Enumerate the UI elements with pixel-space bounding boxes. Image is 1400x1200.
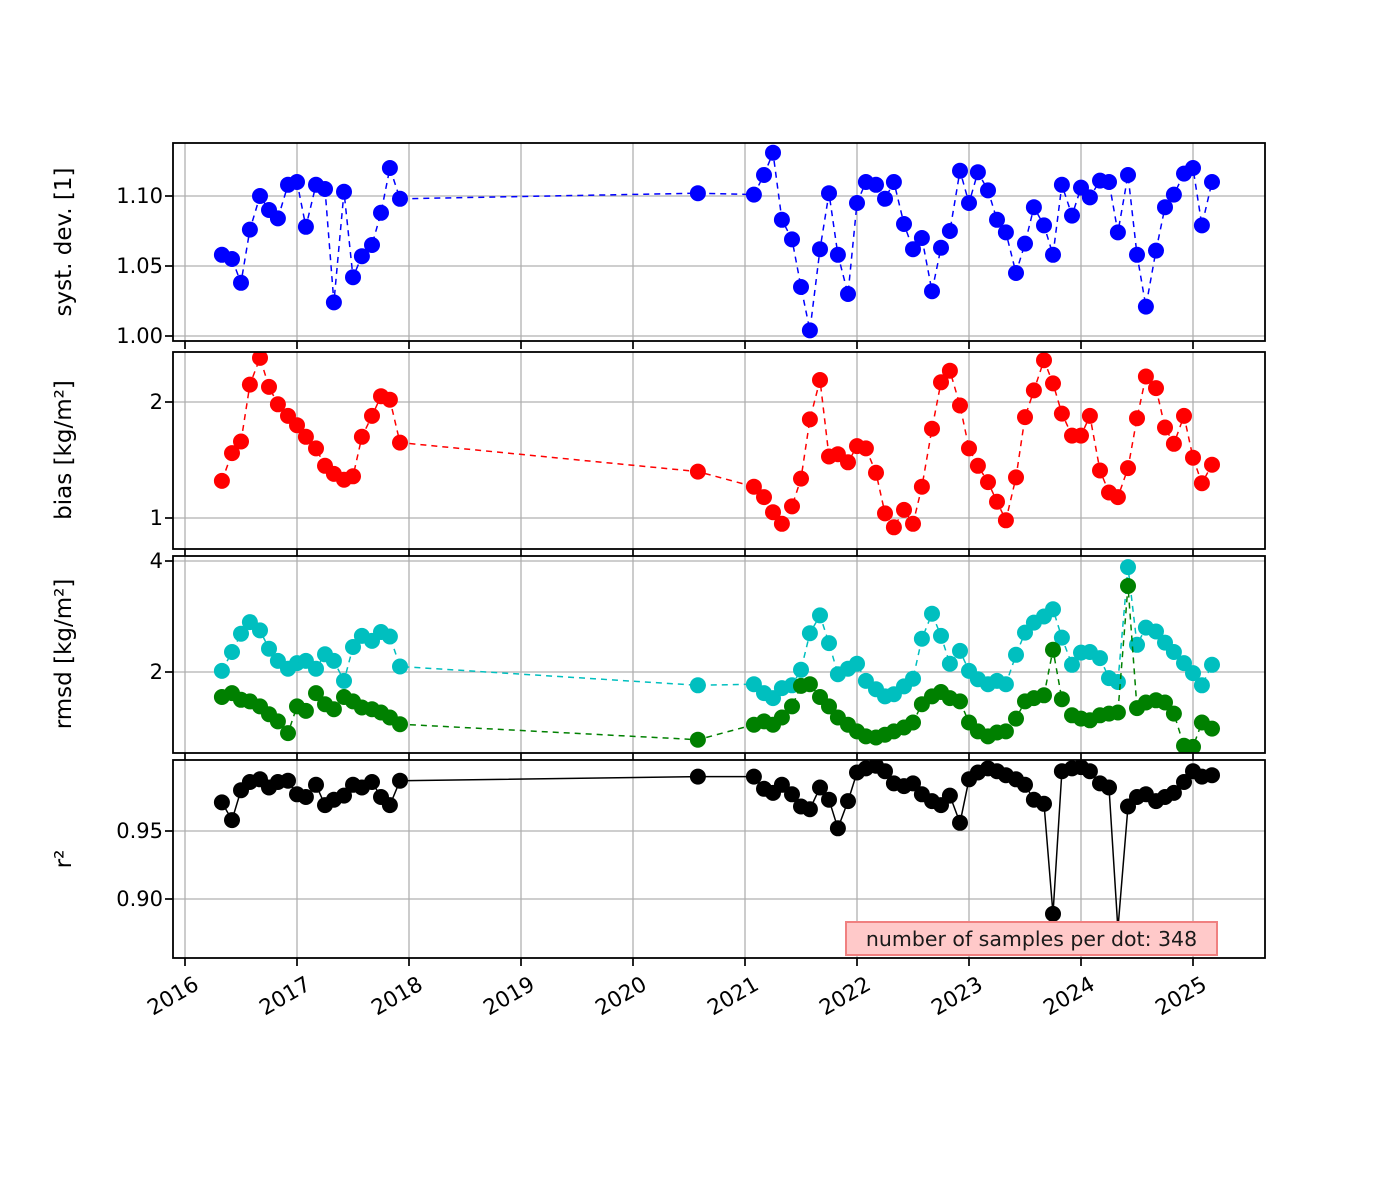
panel-systdev [165, 142, 1266, 349]
panel-bias [165, 351, 1266, 557]
series-rmsd-green [213, 578, 1220, 753]
samples-annotation: number of samples per dot: 348 [845, 921, 1218, 956]
ytick-systdev-1.00: 1.00 [116, 323, 163, 348]
ytick-rmsd-2: 2 [149, 660, 163, 684]
panel-rmsd [165, 555, 1266, 761]
series-syst-dev [213, 144, 1220, 339]
series-bias [213, 352, 1220, 536]
ytick-systdev-1.05: 1.05 [116, 253, 163, 278]
ytick-systdev-1.10: 1.10 [116, 184, 163, 209]
series-r-squared [213, 760, 1220, 937]
ylabel-r2: r² [51, 849, 77, 869]
ytick-bias-2: 2 [149, 390, 163, 414]
ytick-r2-0.95: 0.95 [116, 818, 163, 843]
ytick-rmsd-4: 4 [149, 548, 163, 573]
ytick-bias-1: 1 [149, 506, 163, 531]
ytick-r2-0.90: 0.90 [116, 886, 163, 911]
series-rmsd-cyan [213, 559, 1220, 707]
